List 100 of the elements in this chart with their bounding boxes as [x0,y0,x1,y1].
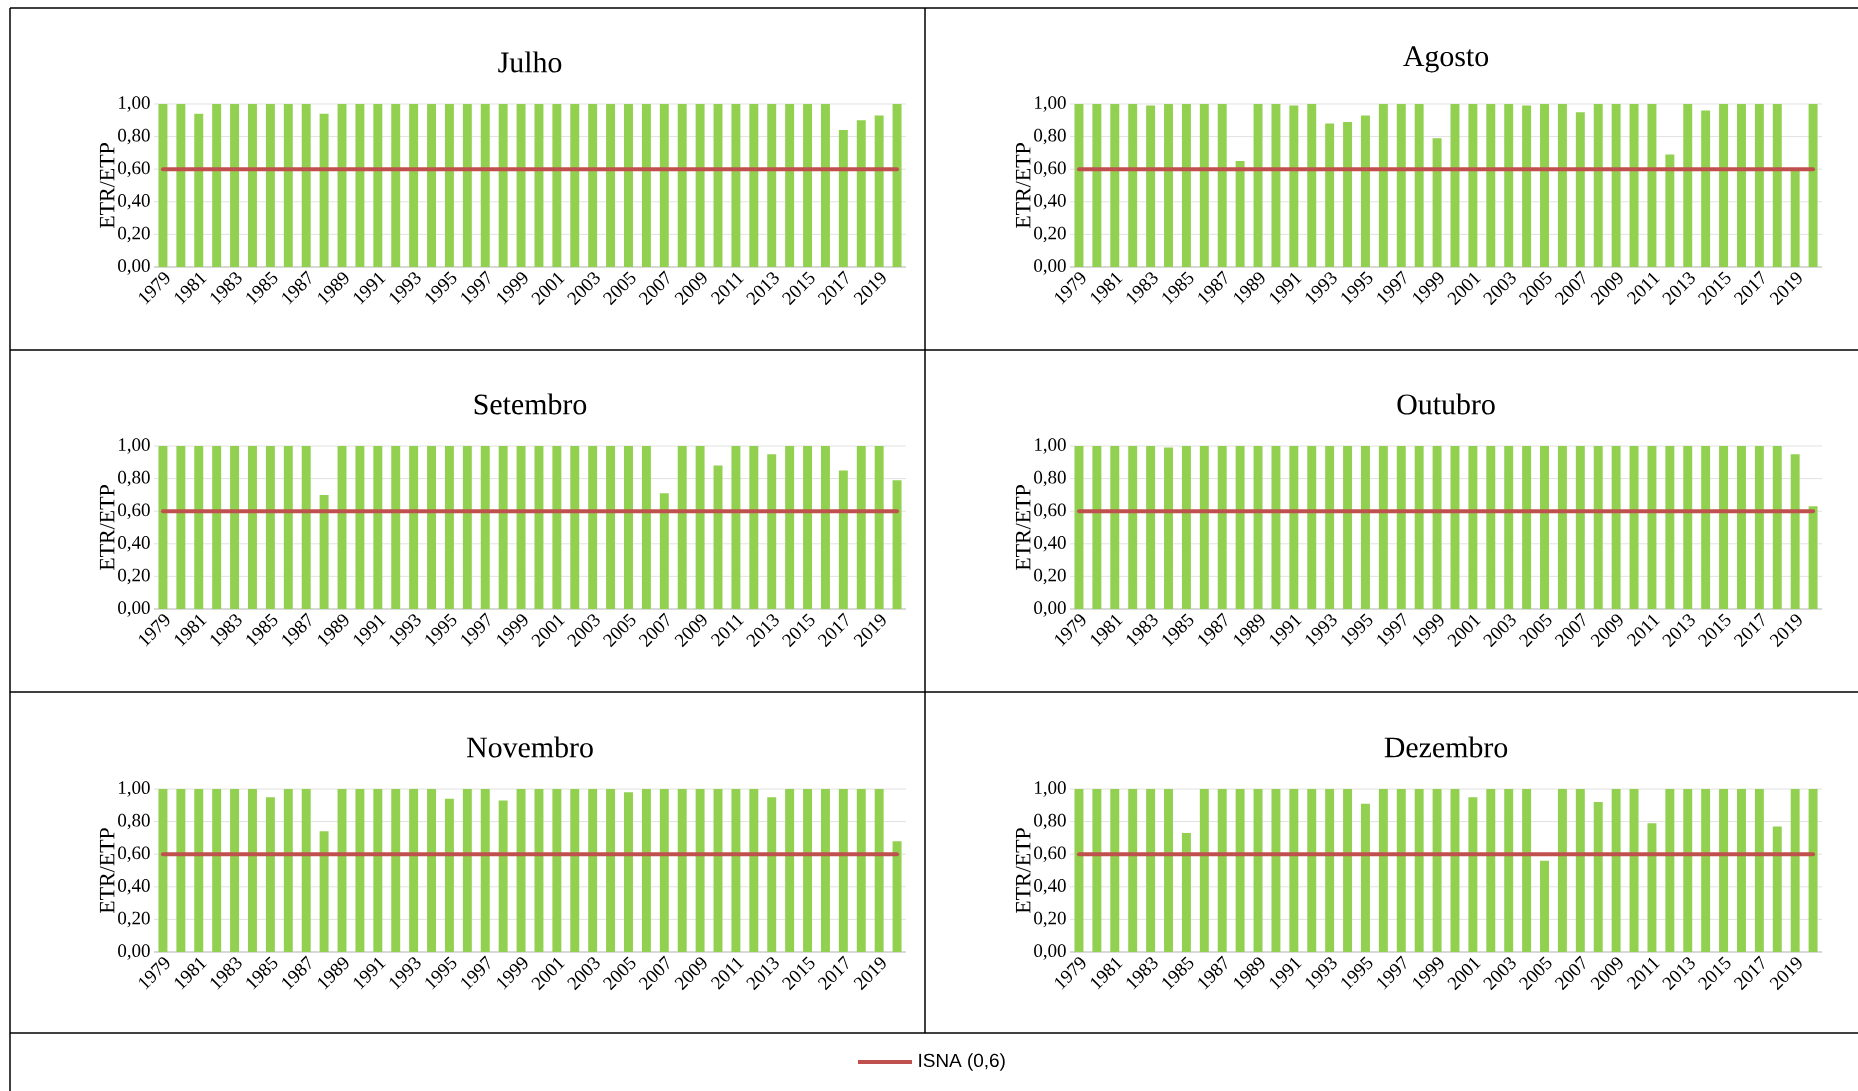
bar [409,445,419,609]
x-tick-label: 2011 [710,272,745,305]
bar [785,445,795,609]
y-tick-label: 0,20 [118,911,150,928]
x-tick-label: 2011 [710,957,745,990]
y-tick-label: 0,60 [118,161,150,177]
bar [230,789,240,952]
bar [427,445,437,609]
y-tick-label: 0,20 [1034,911,1066,928]
bar [1575,445,1585,609]
chart-title: Julho [498,51,562,73]
y-tick-label: 0,80 [118,470,150,487]
bar [1486,445,1496,609]
y-tick-label: 0,60 [118,503,150,519]
bar [212,445,222,609]
x-tick-label: 2011 [1626,272,1661,305]
x-tick-label: 2011 [1626,614,1661,647]
bar [677,445,687,609]
x-tick-label: 1991 [353,614,386,647]
bar [1736,445,1746,609]
bar [1522,105,1532,267]
bar [838,470,848,609]
bar [1325,123,1335,267]
bar [1128,445,1138,609]
bar [230,445,240,609]
bar [1629,103,1639,267]
bar [427,789,437,952]
bar [1504,103,1514,267]
bar [1540,103,1549,267]
bar [355,789,365,952]
bar [373,445,383,609]
bar [498,800,508,952]
x-tick-label: 1993 [1305,957,1337,990]
bar [624,792,633,952]
chart-title: Novembro [466,736,593,758]
bar [1540,445,1549,609]
bar [1307,789,1317,952]
bar [570,445,580,609]
bar [1325,445,1335,609]
bar [1164,103,1173,267]
bar [552,445,562,609]
bar [1217,103,1227,267]
x-tick-label: 1993 [1305,614,1337,647]
bar [1468,797,1478,952]
bar [1253,445,1263,609]
bar [1611,789,1621,952]
bar [1378,103,1388,267]
bar [1074,445,1084,609]
bar [1289,445,1299,609]
bar [641,445,651,609]
y-tick-label: 0,20 [118,226,150,243]
bar [1504,445,1514,609]
x-tick-label: 2001 [1447,614,1481,648]
bar [1360,445,1370,609]
bar [1719,445,1729,609]
bar [1486,103,1496,267]
bar [1432,445,1442,609]
bar [444,798,454,952]
x-tick-label: 1991 [1269,614,1302,647]
x-tick-label: 1981 [174,957,207,990]
bar [1701,789,1711,952]
x-tick-label: 2011 [1626,957,1661,990]
bar [176,789,186,952]
chart-title: Setembro [474,393,587,415]
bar [838,789,848,952]
bar [1253,789,1263,952]
bar [1486,789,1496,952]
bar [265,445,275,609]
bar [248,789,257,952]
bar [659,789,669,952]
y-axis-title: ETR/ETP [1015,485,1031,571]
bar [1396,445,1406,609]
y-axis-title: ETR/ETP [99,485,115,571]
y-tick-label: 0,40 [118,536,150,552]
bar [1808,789,1818,952]
bar [534,445,544,609]
bar [1808,506,1818,609]
bar [1772,826,1782,952]
bar [480,789,490,952]
bar [856,789,866,952]
bar [1540,860,1549,952]
bar [1414,445,1424,609]
y-tick-label: 0,80 [1034,470,1066,487]
bar [1307,103,1317,267]
bar [570,789,580,952]
bar [641,789,651,952]
bar [1110,103,1120,267]
bar [1128,789,1138,952]
y-tick-label: 0,60 [1034,161,1066,177]
x-tick-label: 2001 [531,614,565,648]
bar [1289,105,1299,267]
bar [158,789,168,952]
chart-title: Dezembro [1384,736,1508,758]
bar [1575,789,1585,952]
bar [1235,445,1245,609]
bar [1575,112,1585,267]
bar [1665,789,1675,952]
bar [462,445,472,609]
bar [1378,789,1388,952]
bar [1271,789,1281,952]
